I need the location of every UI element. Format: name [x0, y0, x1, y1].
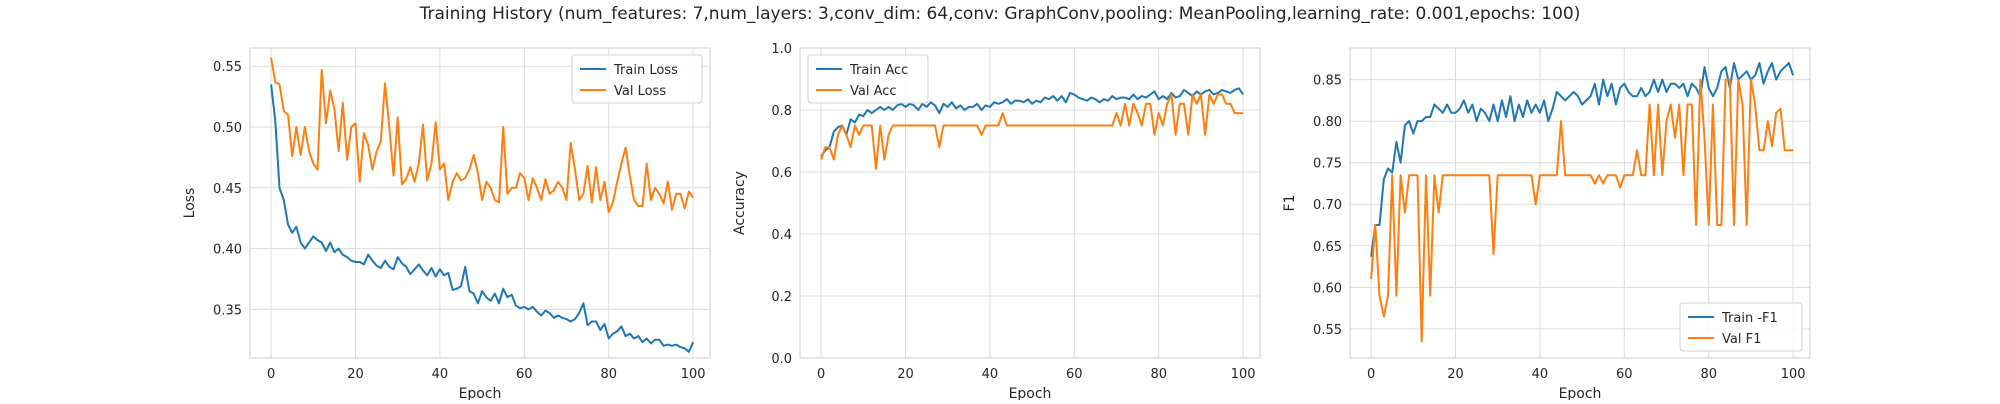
- chart-panel-3: 0 20 40 60 80 100 0.55 0.60 0.65 0.70 0.75 0.80 0.85…: [1282, 47, 1811, 402]
- legend: Train Loss Val Loss: [571, 54, 703, 104]
- y-tick-label: 0.8: [771, 104, 792, 119]
- x-tick-label: 0: [817, 367, 825, 382]
- legend: Train -F1 Val F1: [1679, 302, 1803, 352]
- y-tick-label: 0.45: [213, 182, 242, 197]
- y-tick-label: 0.55: [1313, 323, 1342, 338]
- x-tick-label: 60: [1616, 367, 1633, 382]
- y-tick-label: 0.0: [771, 352, 792, 367]
- x-tick-label: 40: [982, 367, 999, 382]
- y-tick-label: 0.75: [1313, 157, 1342, 172]
- x-tick-label: 40: [432, 367, 449, 382]
- y-tick-label: 0.40: [213, 243, 242, 258]
- x-tick-label: 100: [681, 367, 706, 382]
- legend-label: Train -F1: [1721, 311, 1778, 326]
- y-tick-label: 0.50: [213, 121, 242, 136]
- chart-panel-2: 0 20 40 60 80 100 0.0 0.2 0.4 0.6 0.8 1.0 Epoch Accur…: [732, 42, 1261, 402]
- y-tick-label: 0.4: [771, 228, 792, 243]
- x-tick-label: 0: [267, 367, 275, 382]
- x-tick-label: 80: [1150, 367, 1167, 382]
- y-tick-label: 1.0: [771, 42, 792, 57]
- y-tick-label: 0.35: [213, 303, 242, 318]
- legend-label: Val Loss: [614, 84, 666, 99]
- series-line-val-loss: [270, 57, 694, 214]
- x-tick-label: 40: [1532, 367, 1549, 382]
- series-line-train-acc: [820, 87, 1244, 158]
- x-tick-label: 60: [1066, 367, 1083, 382]
- y-axis-label: F1: [1282, 195, 1298, 212]
- y-axis-label: Accuracy: [732, 171, 748, 235]
- y-tick-label: 0.85: [1313, 74, 1342, 89]
- plot-frame: [1349, 47, 1811, 359]
- series-line-val-f1: [1370, 78, 1794, 343]
- plot-frame: [249, 47, 711, 359]
- legend-label: Train Loss: [613, 63, 678, 78]
- y-tick-label: 0.65: [1313, 240, 1342, 255]
- y-tick-label: 0.80: [1313, 115, 1342, 130]
- x-tick-label: 20: [897, 367, 914, 382]
- x-axis-label: Epoch: [459, 386, 502, 400]
- x-tick-label: 80: [600, 367, 617, 382]
- figure-title: Training History (num_features: 7,num_la…: [419, 4, 1581, 24]
- series-line-val-acc: [820, 93, 1244, 170]
- legend-label: Val F1: [1722, 332, 1761, 347]
- plot-frame: [799, 47, 1261, 359]
- x-tick-label: 60: [516, 367, 533, 382]
- x-tick-label: 20: [347, 367, 364, 382]
- chart-panel-1: 0 20 40 60 80 100 0.35 0.40 0.45 0.50 0.55 Epoch Los…: [182, 47, 711, 402]
- x-tick-label: 0: [1367, 367, 1375, 382]
- x-tick-label: 20: [1447, 367, 1464, 382]
- y-tick-label: 0.70: [1313, 198, 1342, 213]
- series-line-train-f1: [1370, 62, 1795, 257]
- legend: Train Acc Val Acc: [807, 54, 929, 104]
- x-axis-label: Epoch: [1559, 386, 1602, 400]
- y-tick-label: 0.2: [771, 290, 792, 305]
- y-axis-label: Loss: [182, 188, 198, 219]
- y-tick-label: 0.60: [1313, 281, 1342, 296]
- y-tick-label: 0.55: [213, 60, 242, 75]
- legend-label: Train Acc: [849, 63, 908, 78]
- x-axis-label: Epoch: [1009, 386, 1052, 400]
- x-tick-label: 100: [1231, 367, 1256, 382]
- series-line-train-loss: [270, 84, 695, 353]
- x-tick-label: 80: [1700, 367, 1717, 382]
- y-tick-label: 0.6: [771, 166, 792, 181]
- x-tick-label: 100: [1781, 367, 1806, 382]
- legend-label: Val Acc: [850, 84, 897, 99]
